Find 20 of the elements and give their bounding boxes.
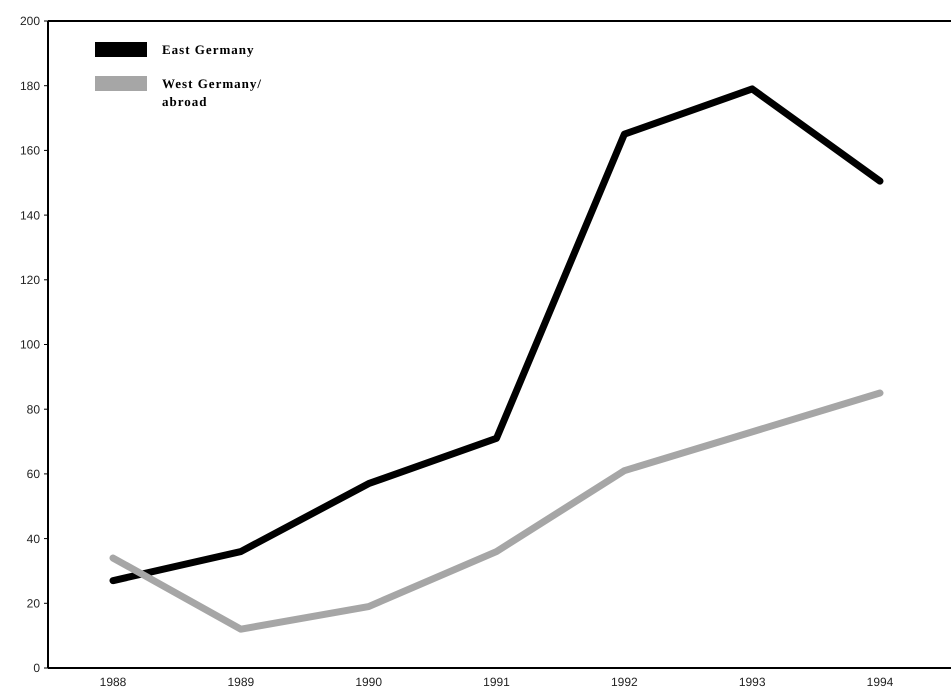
- legend-label: West Germany/ abroad: [162, 76, 262, 109]
- x-tick-label: 1993: [738, 675, 766, 689]
- legend-label: East Germany: [162, 42, 255, 57]
- y-tick-label: 60: [26, 467, 40, 482]
- x-tick-label: 1990: [355, 675, 382, 689]
- y-tick-label: 180: [20, 78, 40, 93]
- y-tick-label: 40: [26, 532, 40, 546]
- y-tick-label: 20: [26, 596, 40, 610]
- y-tick-label: 140: [20, 208, 40, 222]
- y-tick-label: 120: [20, 273, 40, 287]
- y-tick-label: 80: [26, 402, 40, 416]
- x-tick-label: 1989: [227, 675, 255, 689]
- x-tick-label: 1991: [483, 675, 510, 689]
- y-tick-label: 0: [33, 661, 40, 676]
- x-tick-label: 1994: [866, 675, 894, 689]
- y-tick-label: 200: [20, 14, 40, 28]
- x-tick-label: 1988: [100, 675, 127, 689]
- y-tick-label: 100: [20, 338, 40, 352]
- y-tick-label: 160: [20, 144, 40, 158]
- x-tick-label: 1992: [610, 675, 638, 689]
